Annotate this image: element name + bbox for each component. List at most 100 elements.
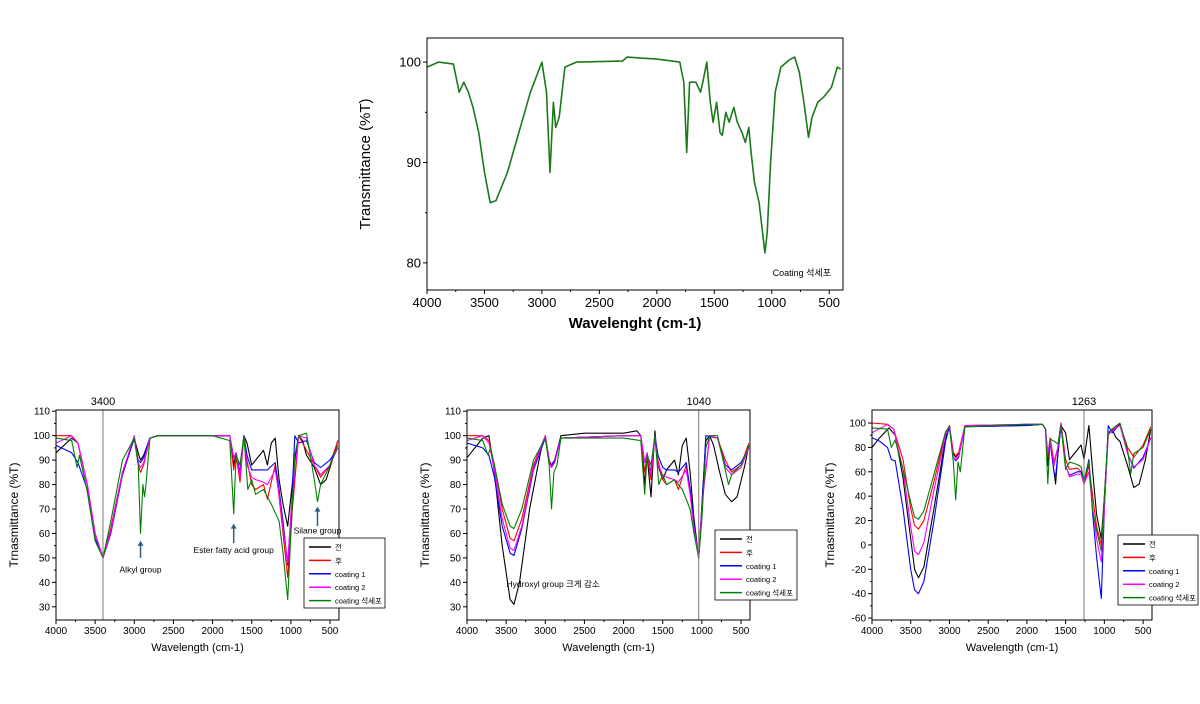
x-tick-label: 1000 bbox=[691, 626, 714, 637]
series-line-4 bbox=[872, 422, 1152, 563]
x-tick-label: 1000 bbox=[757, 295, 786, 310]
legend-label: Coating 석세포 bbox=[773, 268, 831, 278]
y-tick-label: 100 bbox=[399, 55, 421, 70]
x-tick-label: 3500 bbox=[495, 626, 518, 637]
y-tick-label: 0 bbox=[860, 540, 866, 551]
x-tick-label: 4000 bbox=[413, 295, 442, 310]
y-tick-label: -40 bbox=[852, 589, 867, 600]
x-tick-label: 2500 bbox=[977, 626, 1000, 637]
y-tick-label: 80 bbox=[407, 255, 421, 270]
y-tick-label: 100 bbox=[849, 419, 866, 430]
legend-box bbox=[714, 529, 798, 601]
x-axis-title: Wavelength (cm-1) bbox=[562, 642, 655, 654]
y-tick-label: 70 bbox=[39, 505, 51, 516]
x-tick-label: 3500 bbox=[900, 626, 923, 637]
y-tick-label: 50 bbox=[39, 553, 51, 564]
y-tick-label: -20 bbox=[852, 565, 867, 576]
x-tick-label: 2000 bbox=[201, 626, 224, 637]
x-tick-label: 1500 bbox=[652, 626, 675, 637]
x-tick-label: 2500 bbox=[573, 626, 596, 637]
x-tick-label: 3000 bbox=[123, 626, 146, 637]
y-axis-title: Trnasmittance (%T) bbox=[823, 463, 837, 568]
x-tick-label: 1000 bbox=[280, 626, 303, 637]
legend-label: 후 bbox=[746, 548, 753, 557]
x-tick-label: 3500 bbox=[84, 626, 107, 637]
chart-1: 4000 3500 3000 2500 2000 1500 1000 500 80 90 100 Wa… bbox=[357, 37, 844, 332]
y-tick-label: 90 bbox=[407, 155, 421, 170]
plot-frame bbox=[871, 409, 1153, 621]
x-axis-title: Wavelength (cm-1) bbox=[966, 642, 1059, 654]
y-tick-label: -60 bbox=[852, 614, 867, 625]
y-tick-label: 110 bbox=[445, 407, 461, 418]
y-tick-label: 100 bbox=[444, 431, 461, 442]
y-tick-label: 90 bbox=[450, 456, 462, 467]
x-tick-label: 4000 bbox=[45, 626, 68, 637]
legend-label: coating 1 bbox=[335, 570, 365, 579]
legend: 전후 coating 1 coating 2 coating 석세포 bbox=[1117, 534, 1199, 606]
legend-label: coating 2 bbox=[1149, 580, 1179, 589]
series-line-5 bbox=[56, 432, 339, 601]
x-tick-label: 2000 bbox=[612, 626, 635, 637]
x-tick-label: 2500 bbox=[162, 626, 185, 637]
y-axis-title: Trnasmittance (%T) bbox=[418, 463, 432, 568]
x-tick-label: 4000 bbox=[861, 626, 884, 637]
arrow-head-icon bbox=[137, 540, 144, 546]
y-tick-label: 110 bbox=[34, 407, 50, 418]
legend-label: 전 bbox=[1149, 539, 1156, 549]
series-line-5 bbox=[872, 422, 1152, 552]
x-tick-label: 3000 bbox=[534, 626, 557, 637]
legend-label: 전 bbox=[335, 542, 342, 552]
y-tick-label: 40 bbox=[450, 578, 462, 589]
series-line-3 bbox=[467, 435, 750, 559]
legend: 전후 coating 1 coating 2 coating 석세포 bbox=[303, 537, 386, 609]
arrow-head-icon bbox=[230, 523, 237, 529]
series-line-2 bbox=[56, 435, 339, 579]
legend-label: coating 석세포 bbox=[746, 588, 793, 598]
annotation-label: Ester fatty acid group bbox=[194, 545, 275, 555]
legend-box bbox=[1117, 534, 1199, 606]
x-axis-title: Wavelength (cm-1) bbox=[151, 642, 244, 654]
legend-label: coating 2 bbox=[335, 583, 365, 592]
x-axis-title: Wavelenght (cm-1) bbox=[569, 315, 702, 332]
plot-frame bbox=[466, 409, 751, 621]
legend: 전후 coating 1 coating 2 coating 석세포 bbox=[714, 529, 798, 601]
marker-label: 3400 bbox=[91, 396, 115, 408]
y-tick-label: 80 bbox=[450, 480, 462, 491]
x-tick-label: 1000 bbox=[1093, 626, 1116, 637]
y-tick-label: 40 bbox=[39, 578, 51, 589]
annotation-label: Hydroxyl group 크게 감소 bbox=[507, 579, 600, 589]
series-line-2 bbox=[467, 435, 750, 559]
legend-label: coating 2 bbox=[746, 575, 776, 584]
x-tick-label: 500 bbox=[733, 626, 750, 637]
x-tick-label: 2000 bbox=[642, 295, 671, 310]
y-tick-label: 80 bbox=[39, 480, 51, 491]
legend-label: coating 석세포 bbox=[1149, 593, 1196, 603]
legend-label: coating 1 bbox=[1149, 567, 1179, 576]
x-tick-label: 3000 bbox=[527, 295, 556, 310]
series-line-5 bbox=[467, 435, 750, 559]
legend-label: coating 석세포 bbox=[335, 596, 382, 606]
plot-frame bbox=[426, 37, 844, 291]
x-tick-label: 500 bbox=[1135, 626, 1152, 637]
y-tick-label: 90 bbox=[39, 456, 51, 467]
x-tick-label: 4000 bbox=[456, 626, 479, 637]
series-line-3 bbox=[872, 423, 1152, 600]
x-tick-label: 2500 bbox=[585, 295, 614, 310]
y-tick-label: 30 bbox=[39, 602, 51, 613]
arrow-head-icon bbox=[314, 506, 321, 512]
x-tick-label: 1500 bbox=[241, 626, 264, 637]
series-line-4 bbox=[467, 435, 750, 557]
series-line-2 bbox=[872, 422, 1152, 546]
legend-label: 후 bbox=[1149, 553, 1156, 562]
y-tick-label: 60 bbox=[39, 529, 51, 540]
legend-label: 전 bbox=[746, 534, 753, 544]
legend-label: 후 bbox=[335, 556, 342, 565]
marker-label: 1040 bbox=[686, 396, 710, 408]
x-tick-label: 500 bbox=[818, 295, 840, 310]
legend-label: coating 1 bbox=[746, 562, 776, 571]
series-line-1 bbox=[427, 56, 842, 254]
x-tick-label: 2000 bbox=[1016, 626, 1039, 637]
y-axis-title: Trnasmittance (%T) bbox=[7, 463, 21, 568]
